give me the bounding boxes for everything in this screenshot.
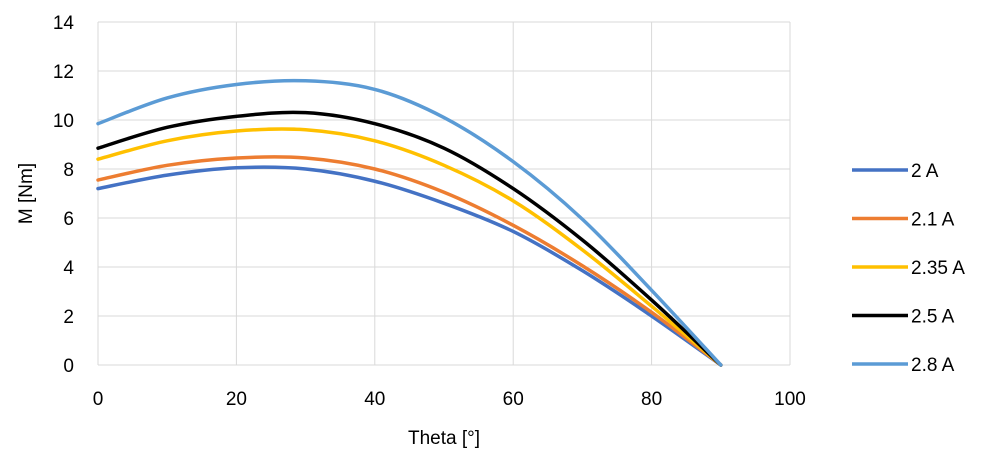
x-tick-label: 0 bbox=[93, 389, 104, 410]
x-tick-labels: 0 20 40 60 80 100 bbox=[93, 389, 806, 410]
y-tick-label: 8 bbox=[63, 160, 74, 181]
plot-area bbox=[96, 78, 723, 367]
series-line-5 bbox=[96, 78, 723, 367]
series-line-4 bbox=[96, 110, 723, 367]
legend-label: 2.8 A bbox=[911, 355, 955, 376]
y-axis-title: M [Nm] bbox=[16, 163, 37, 224]
x-tick-label: 100 bbox=[774, 389, 806, 410]
x-tick-label: 80 bbox=[641, 389, 662, 410]
legend-label: 2.35 A bbox=[911, 258, 965, 279]
legend-label: 2 A bbox=[911, 161, 939, 182]
y-tick-label: 4 bbox=[63, 258, 74, 279]
legend-label: 2.5 A bbox=[911, 307, 955, 328]
y-tick-labels: 0 2 4 6 8 10 12 14 bbox=[53, 13, 75, 377]
y-tick-label: 2 bbox=[63, 307, 74, 328]
y-tick-label: 0 bbox=[63, 356, 74, 377]
x-tick-label: 60 bbox=[503, 389, 524, 410]
y-tick-label: 14 bbox=[53, 13, 75, 34]
x-axis-title: Theta [°] bbox=[408, 428, 480, 449]
series-line-2 bbox=[96, 155, 723, 367]
series-line-3 bbox=[96, 127, 723, 367]
series-line-1 bbox=[96, 165, 723, 367]
y-tick-label: 6 bbox=[63, 209, 74, 230]
legend-label: 2.1 A bbox=[911, 210, 955, 231]
x-tick-label: 40 bbox=[364, 389, 385, 410]
x-tick-label: 20 bbox=[226, 389, 247, 410]
y-tick-label: 10 bbox=[53, 111, 74, 132]
y-tick-label: 12 bbox=[53, 62, 74, 83]
legend: 2 A 2.1 A 2.35 A 2.5 A 2.8 A bbox=[852, 161, 965, 376]
